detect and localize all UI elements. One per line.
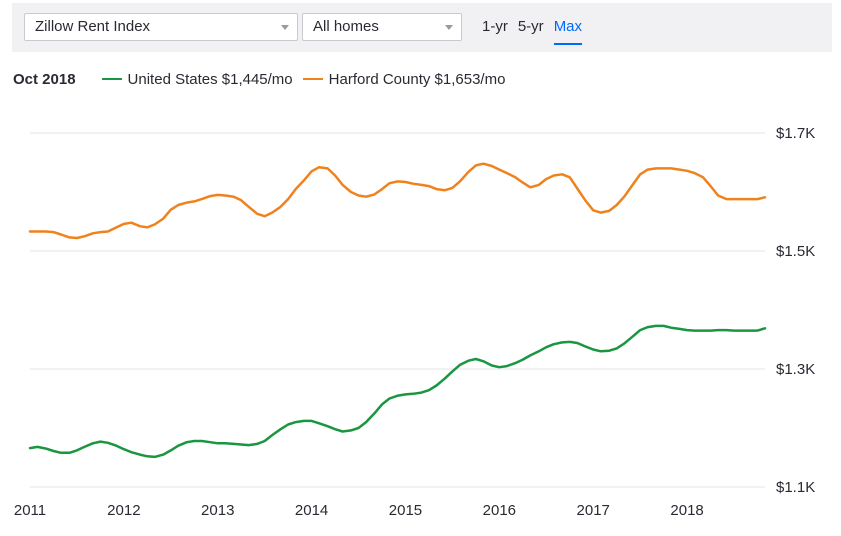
home-type-select[interactable]: All homes [302,13,462,41]
series-line-harford-county [28,162,767,240]
chart-legend: Oct 2018 United States $1,445/mo Harford… [13,68,515,90]
y-tick-label: $1.5K [776,243,815,260]
x-tick-label: 2018 [670,502,703,519]
x-tick-label: 2014 [295,502,328,519]
time-range-tabs: 1-yr 5-yr Max [482,13,583,45]
tab-5-yr[interactable]: 5-yr [517,18,544,35]
chevron-down-icon [445,25,453,30]
y-tick-label: $1.7K [776,125,815,142]
legend-item-harford-county: Harford County $1,653/mo [302,70,506,88]
chevron-down-icon [281,25,289,30]
x-tick-label: 2013 [201,502,234,519]
x-tick-label: 2011 [14,502,46,519]
legend-swatch-united-states [101,78,122,80]
x-tick-label: 2017 [577,502,610,519]
legend-swatch-harford-county [302,78,323,80]
y-tick-label: $1.3K [776,361,815,378]
legend-item-united-states: United States $1,445/mo [101,70,293,88]
series-line-united-states [28,324,767,459]
x-tick-label: 2012 [107,502,140,519]
legend-label-united-states: United States $1,445/mo [127,70,293,88]
x-tick-label: 2016 [483,502,516,519]
tab-1-yr[interactable]: 1-yr [482,18,508,35]
x-tick-label: 2015 [389,502,422,519]
home-type-select-value: All homes [313,18,379,35]
tab-max[interactable]: Max [553,13,583,45]
index-type-select-value: Zillow Rent Index [35,18,151,35]
chart-toolbar: Zillow Rent Index All homes 1-yr 5-yr Ma… [12,3,832,52]
legend-label-harford-county: Harford County $1,653/mo [328,70,506,88]
legend-date: Oct 2018 [13,70,76,88]
index-type-select[interactable]: Zillow Rent Index [24,13,298,41]
y-tick-label: $1.1K [776,479,815,496]
